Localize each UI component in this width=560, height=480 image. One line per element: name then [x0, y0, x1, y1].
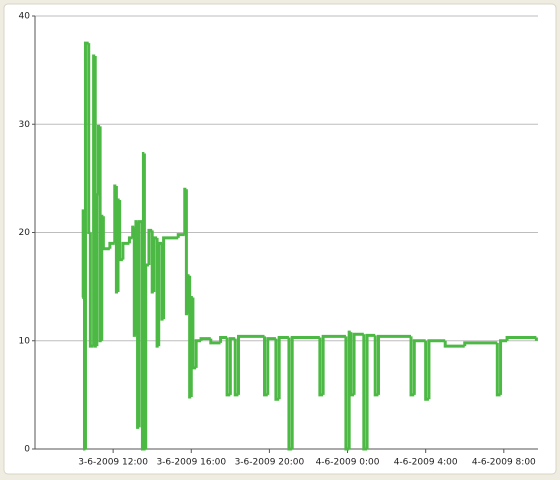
line-step	[463, 341, 498, 347]
line-step	[443, 340, 465, 348]
line-step	[121, 241, 130, 260]
x-tick-label: 4-6-2009 0:00	[316, 458, 380, 468]
line-step	[88, 232, 94, 348]
line-step	[113, 184, 117, 244]
line-step	[87, 43, 91, 234]
line-step	[199, 337, 211, 341]
x-tick-label: 3-6-2009 16:00	[156, 458, 226, 468]
line-step	[131, 225, 135, 238]
line-step	[194, 339, 202, 368]
line-step	[277, 336, 289, 400]
line-step	[150, 230, 154, 294]
line-step	[184, 189, 189, 316]
line-step	[176, 233, 185, 238]
line-step	[352, 332, 364, 395]
line-step	[365, 333, 376, 449]
line-step	[95, 193, 99, 347]
line-step	[155, 237, 159, 348]
line-step	[427, 339, 446, 400]
line-step	[114, 185, 119, 294]
line-step	[228, 337, 236, 395]
x-tick-label: 4-6-2009 4:00	[394, 458, 458, 468]
y-tick-label: 30	[19, 120, 31, 130]
line-step	[266, 337, 276, 395]
line-step	[321, 334, 346, 395]
line-step	[127, 236, 133, 244]
x-tick-label: 4-6-2009 8:00	[472, 458, 536, 468]
y-tick-label: 40	[19, 12, 31, 22]
line-step	[376, 334, 412, 395]
line-step	[209, 338, 221, 345]
x-tick-label: 3-6-2009 20:00	[235, 458, 305, 468]
line-step	[93, 56, 97, 348]
line-step	[236, 334, 265, 395]
y-tick-label: 20	[19, 228, 31, 238]
line-step	[100, 214, 104, 341]
y-tick-label: 0	[24, 445, 30, 455]
line-step	[290, 336, 320, 449]
line-step	[101, 216, 110, 251]
y-tick-label: 10	[19, 336, 31, 346]
line-step	[219, 336, 228, 343]
line-step	[191, 297, 197, 370]
line-step	[505, 336, 537, 341]
line-step	[412, 339, 426, 395]
line-step	[108, 241, 115, 249]
x-tick-label: 3-6-2009 12:00	[78, 458, 148, 468]
line-step	[162, 236, 179, 320]
line-step	[499, 339, 508, 395]
line-step	[118, 200, 123, 262]
